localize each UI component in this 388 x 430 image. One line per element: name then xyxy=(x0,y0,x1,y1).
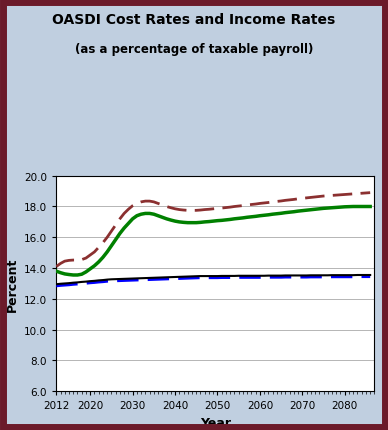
Text: (as a percentage of taxable payroll): (as a percentage of taxable payroll) xyxy=(75,43,313,56)
Text: OASDI Cost Rates and Income Rates: OASDI Cost Rates and Income Rates xyxy=(52,13,336,27)
X-axis label: Year: Year xyxy=(200,416,231,429)
Y-axis label: Percent: Percent xyxy=(5,257,19,311)
